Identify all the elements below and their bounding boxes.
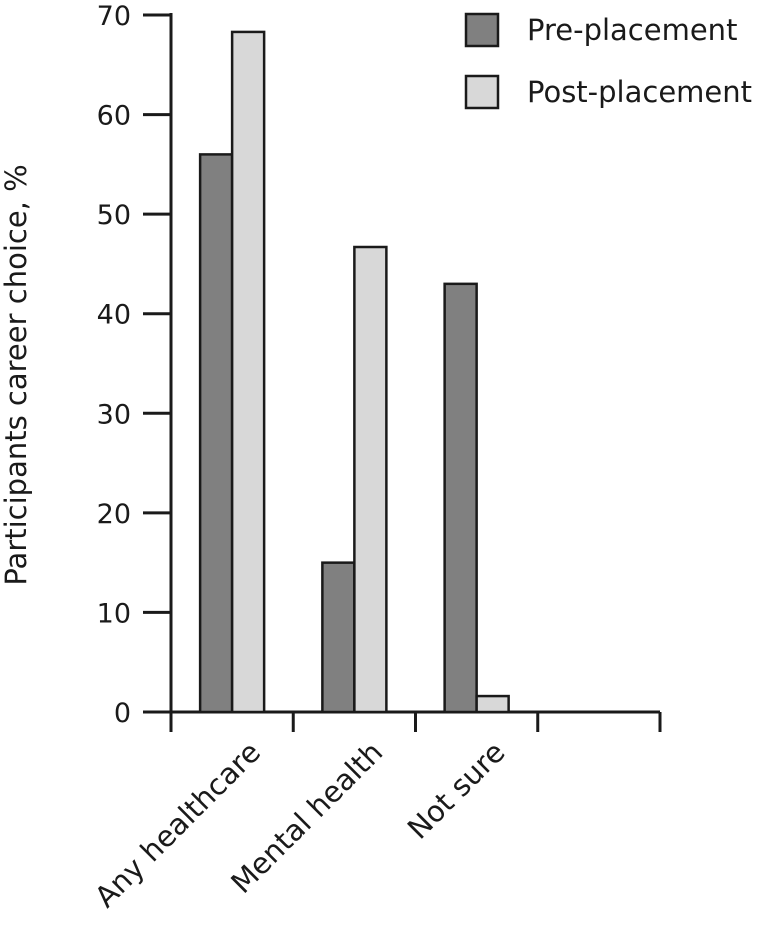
y-axis: 0 10 20 30 40 50 60 70 (97, 1, 173, 729)
category-label: Not sure (401, 735, 512, 846)
bars (198, 30, 510, 714)
y-tick-label: 10 (97, 598, 131, 629)
legend-label: Post-placement (527, 75, 752, 109)
y-tick-label: 70 (97, 1, 131, 32)
y-tick-label: 20 (97, 499, 131, 530)
legend-swatch (464, 12, 500, 48)
bar-post-2 (353, 245, 388, 714)
x-axis (169, 710, 662, 732)
y-tick-label: 60 (97, 101, 131, 132)
bar-pre-3 (443, 282, 478, 714)
y-tick-label: 40 (97, 300, 131, 331)
bar-pre-1 (198, 153, 234, 714)
bar-post-3 (475, 694, 510, 714)
bar-pre-2 (321, 561, 356, 714)
y-axis-label: Participants career choice, % (0, 164, 33, 585)
y-tick-label: 0 (114, 698, 131, 729)
legend-swatch (464, 74, 500, 110)
y-tick-label: 50 (97, 200, 131, 231)
y-tick-label: 30 (97, 399, 131, 430)
legend: Pre-placement Post-placement (464, 12, 752, 110)
bar-post-1 (230, 30, 266, 714)
legend-label: Pre-placement (527, 13, 737, 47)
